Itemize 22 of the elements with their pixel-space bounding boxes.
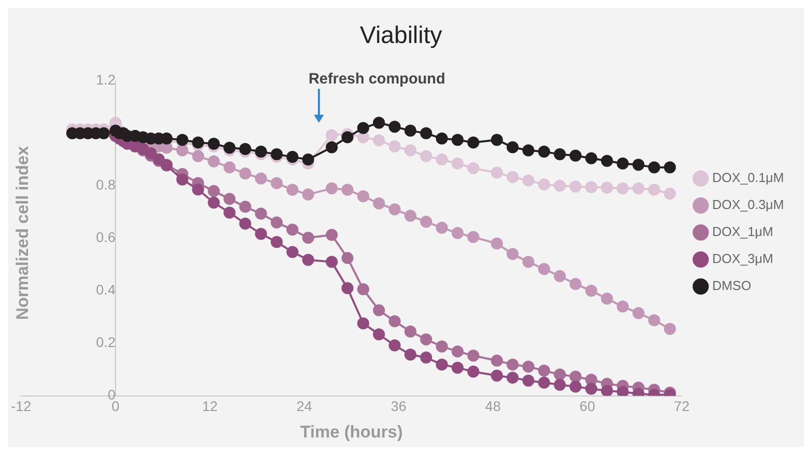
legend-label: DOX_0.3μM (712, 197, 784, 212)
y-tick-label: 0.4 (96, 282, 116, 298)
x-tick-label: 12 (202, 398, 218, 414)
legend-label: DOX_0.1μM (712, 170, 784, 186)
y-tick-label: 0.8 (96, 176, 116, 193)
legend-label: DMSO (712, 278, 752, 294)
x-tick-label: 72 (674, 398, 690, 414)
y-tick-label: 0.2 (96, 334, 116, 350)
x-axis-title: Time (hours) (300, 422, 403, 442)
annotation: Refresh compound (308, 70, 446, 88)
legend-label: DOX_1μM (712, 224, 774, 240)
x-tick-label: -12 (11, 398, 32, 414)
x-tick-label: 60 (580, 398, 596, 414)
legend-label: DOX_3μM (712, 251, 774, 266)
y-tick-label: 0 (108, 386, 116, 403)
y-axis-title: Normalized cell index (13, 146, 33, 320)
x-tick-label: 48 (485, 398, 501, 414)
y-tick-label: 0.6 (96, 229, 116, 246)
chart-title: Viability (360, 22, 442, 50)
x-tick-label: 36 (390, 398, 407, 414)
x-tick-label: 24 (296, 398, 312, 414)
y-tick-label: 1.2 (96, 72, 116, 88)
